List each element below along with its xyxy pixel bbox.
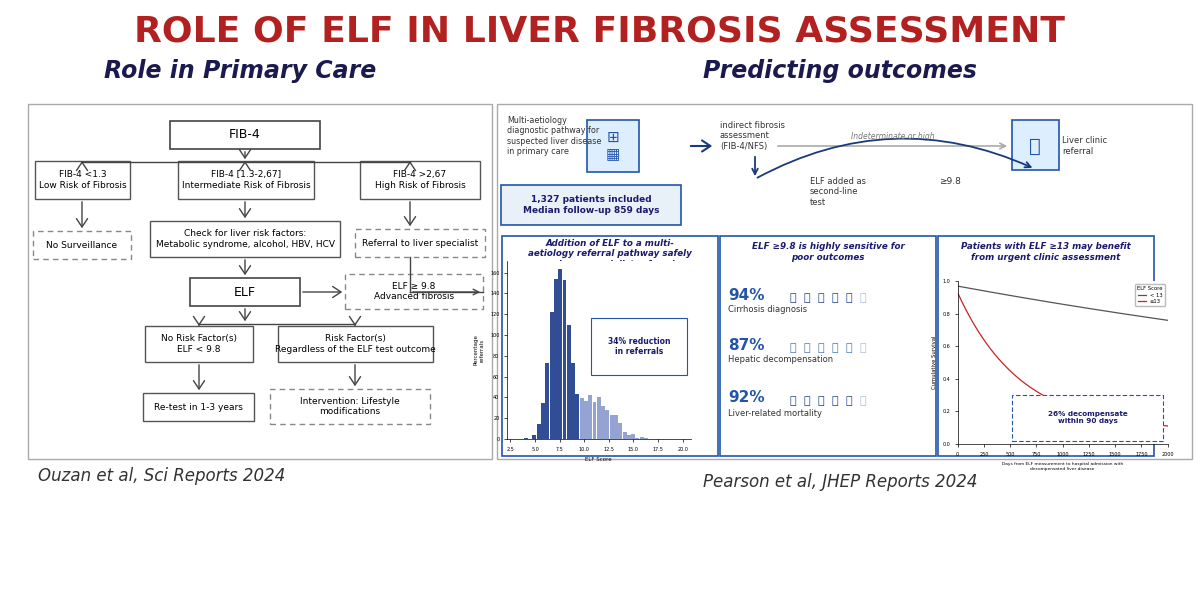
Bar	[636, 438, 640, 439]
Y-axis label: Percentage
referrals: Percentage referrals	[474, 335, 485, 365]
< 13	[972, 286, 986, 293]
Text: 🚶: 🚶	[804, 293, 811, 303]
≥13	[1036, 391, 1050, 398]
Bar	[536, 424, 541, 439]
Text: Predicting outcomes: Predicting outcomes	[703, 59, 977, 83]
Bar	[640, 437, 643, 439]
Bar	[524, 438, 528, 439]
Text: ELF added as
second-line
test: ELF added as second-line test	[810, 177, 866, 207]
Text: Referral to liver specialist: Referral to liver specialist	[362, 238, 478, 247]
Text: Role in Primary Care: Role in Primary Care	[104, 59, 376, 83]
FancyBboxPatch shape	[1012, 120, 1060, 170]
Text: FIB-4 <1.3
Low Risk of Fibrosis: FIB-4 <1.3 Low Risk of Fibrosis	[38, 170, 126, 190]
< 13	[1094, 307, 1109, 314]
Text: 🚶: 🚶	[818, 343, 824, 353]
Text: 1,327 patients included
Median follow-up 859 days: 1,327 patients included Median follow-up…	[523, 195, 659, 215]
Bar	[596, 397, 601, 439]
Text: Ouzan et al, Sci Reports 2024: Ouzan et al, Sci Reports 2024	[38, 467, 286, 485]
Text: 🚶: 🚶	[846, 396, 853, 406]
< 13	[1043, 298, 1057, 306]
Text: 🚶: 🚶	[804, 396, 811, 406]
≥13	[1114, 417, 1128, 424]
Bar	[644, 438, 648, 439]
Line: ≥13: ≥13	[958, 293, 1168, 426]
Text: Check for liver risk factors:
Metabolic syndrome, alcohol, HBV, HCV: Check for liver risk factors: Metabolic …	[156, 229, 335, 249]
Text: indirect fibrosis
assessment
(FIB-4/NFS): indirect fibrosis assessment (FIB-4/NFS)	[720, 121, 785, 151]
FancyBboxPatch shape	[178, 161, 314, 199]
Bar	[554, 279, 558, 439]
Text: FIB-4 [1.3-2,67]
Intermediate Risk of Fibrosis: FIB-4 [1.3-2,67] Intermediate Risk of Fi…	[181, 170, 311, 190]
Bar	[614, 415, 618, 439]
Bar	[566, 325, 571, 439]
FancyBboxPatch shape	[938, 236, 1154, 456]
Bar	[618, 424, 623, 439]
Text: 🚶: 🚶	[860, 343, 866, 353]
Text: 🚶: 🚶	[860, 396, 866, 406]
Bar	[545, 363, 550, 439]
Line: < 13: < 13	[958, 286, 1168, 321]
Bar	[558, 270, 562, 439]
Text: Hepatic decompensation: Hepatic decompensation	[728, 356, 833, 365]
Text: ELF: ELF	[234, 286, 256, 298]
FancyBboxPatch shape	[190, 278, 300, 306]
Bar	[606, 410, 610, 439]
< 13	[1160, 317, 1175, 324]
Bar	[623, 432, 626, 439]
Text: 🚶: 🚶	[818, 293, 824, 303]
Text: Pearson et al, JHEP Reports 2024: Pearson et al, JHEP Reports 2024	[703, 473, 977, 491]
FancyBboxPatch shape	[34, 231, 131, 259]
Text: 🚶: 🚶	[790, 343, 797, 353]
FancyBboxPatch shape	[143, 393, 254, 421]
Text: Addition of ELF to a multi-
aetiology referral pathway safely
reduces specialist: Addition of ELF to a multi- aetiology re…	[528, 239, 692, 269]
Text: Risk Factor(s)
Regardless of the ELF test outcome: Risk Factor(s) Regardless of the ELF tes…	[275, 334, 436, 354]
Text: 94%: 94%	[728, 287, 764, 303]
< 13	[950, 282, 965, 290]
X-axis label: Days from ELF measurement to hospital admission with
decompensated liver disease: Days from ELF measurement to hospital ad…	[1002, 462, 1123, 471]
FancyBboxPatch shape	[270, 389, 430, 424]
FancyBboxPatch shape	[278, 326, 433, 362]
Text: 26% decompensate
within 90 days: 26% decompensate within 90 days	[1048, 411, 1128, 424]
Text: Patients with ELF ≥13 may benefit
from urgent clinic assessment: Patients with ELF ≥13 may benefit from u…	[961, 243, 1130, 262]
Text: No Risk Factor(s)
ELF < 9.8: No Risk Factor(s) ELF < 9.8	[161, 334, 238, 354]
Text: Indeterminate or high: Indeterminate or high	[851, 132, 935, 141]
FancyBboxPatch shape	[497, 104, 1192, 459]
Text: 🚶: 🚶	[832, 343, 839, 353]
Text: 🚶: 🚶	[804, 343, 811, 353]
Text: 🚶: 🚶	[790, 293, 797, 303]
Text: 🚶: 🚶	[818, 396, 824, 406]
≥13	[972, 329, 986, 336]
Bar	[571, 363, 575, 439]
Bar	[584, 400, 588, 439]
FancyBboxPatch shape	[502, 185, 682, 225]
< 13	[1036, 297, 1050, 305]
Bar	[533, 435, 536, 439]
Text: ⊞
▦: ⊞ ▦	[606, 130, 620, 162]
< 13	[1114, 310, 1128, 317]
Bar	[593, 402, 596, 439]
≥13	[1118, 418, 1133, 425]
Text: ELF ≥ 9.8
Advanced fibrosis: ELF ≥ 9.8 Advanced fibrosis	[374, 282, 454, 301]
≥13	[1160, 422, 1175, 430]
≥13	[950, 289, 965, 297]
Text: ROLE OF ELF IN LIVER FIBROSIS ASSESSMENT: ROLE OF ELF IN LIVER FIBROSIS ASSESSMENT	[134, 15, 1066, 49]
FancyBboxPatch shape	[720, 236, 936, 456]
Text: No Surveillance: No Surveillance	[47, 241, 118, 249]
Bar	[601, 406, 605, 439]
≥13	[1043, 395, 1057, 403]
Bar	[550, 312, 553, 439]
Text: 🚶: 🚶	[860, 293, 866, 303]
FancyBboxPatch shape	[150, 221, 340, 257]
FancyBboxPatch shape	[35, 161, 130, 199]
Text: 34% reduction
in referrals: 34% reduction in referrals	[608, 336, 671, 356]
Text: 92%: 92%	[728, 391, 764, 405]
< 13	[1118, 310, 1133, 317]
FancyBboxPatch shape	[346, 274, 482, 309]
Bar	[580, 398, 583, 439]
FancyBboxPatch shape	[355, 229, 485, 257]
Bar	[575, 394, 580, 439]
Text: FIB-4 >2,67
High Risk of Fibrosis: FIB-4 >2,67 High Risk of Fibrosis	[374, 170, 466, 190]
Text: Multi-aetiology
diagnostic pathway for
suspected liver disease
in primary care: Multi-aetiology diagnostic pathway for s…	[508, 116, 601, 156]
FancyBboxPatch shape	[587, 120, 640, 172]
≥13	[1094, 413, 1109, 421]
Legend: < 13, ≥13: < 13, ≥13	[1135, 284, 1165, 306]
